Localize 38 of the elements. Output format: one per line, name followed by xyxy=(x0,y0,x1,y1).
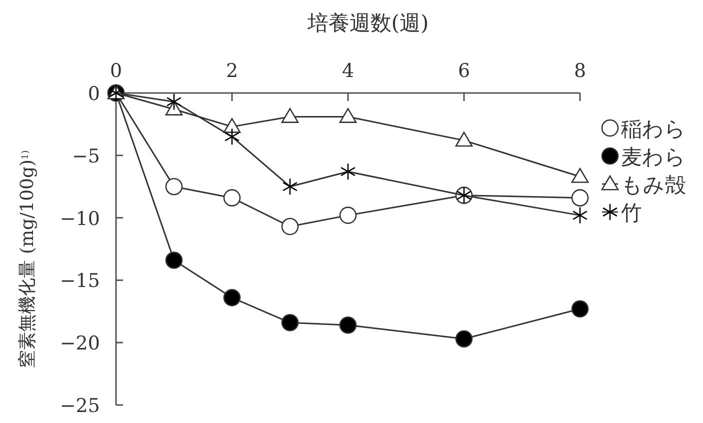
point xyxy=(571,300,589,318)
y-tick-label: −5 xyxy=(72,145,100,168)
legend-label: 竹 xyxy=(621,201,642,225)
point xyxy=(571,168,589,183)
point xyxy=(455,132,473,147)
point xyxy=(166,93,182,110)
point xyxy=(282,178,298,196)
x-tick-label: 0 xyxy=(110,60,122,82)
x-tick-label: 6 xyxy=(458,60,470,82)
point xyxy=(165,178,183,196)
point xyxy=(165,100,183,116)
point xyxy=(223,118,241,133)
legend-label: 稲わら xyxy=(621,117,686,141)
x-tick-label: 4 xyxy=(342,60,354,82)
y-tick-label: −15 xyxy=(60,270,100,292)
x-tick-label: 2 xyxy=(226,60,238,82)
legend-label: もみ殻 xyxy=(621,173,686,197)
point xyxy=(339,108,357,123)
point xyxy=(572,206,588,224)
point xyxy=(571,189,589,206)
point xyxy=(340,162,356,180)
y-tick-label: 0 xyxy=(88,83,100,105)
point xyxy=(281,314,299,332)
y-tick-label: −10 xyxy=(60,208,100,230)
legend-label: 麦わら xyxy=(621,145,686,169)
y-tick-label: −20 xyxy=(60,332,100,355)
point xyxy=(339,316,357,334)
x-tick-label: 8 xyxy=(574,60,586,82)
point xyxy=(455,330,473,348)
point xyxy=(224,128,240,146)
y-tick-label: −25 xyxy=(60,395,100,417)
point xyxy=(281,218,299,236)
point xyxy=(281,108,299,123)
point xyxy=(223,189,241,206)
point xyxy=(223,289,241,306)
point xyxy=(339,206,357,224)
point xyxy=(165,252,183,269)
x-axis-title: 培養週数(週) xyxy=(306,11,429,35)
